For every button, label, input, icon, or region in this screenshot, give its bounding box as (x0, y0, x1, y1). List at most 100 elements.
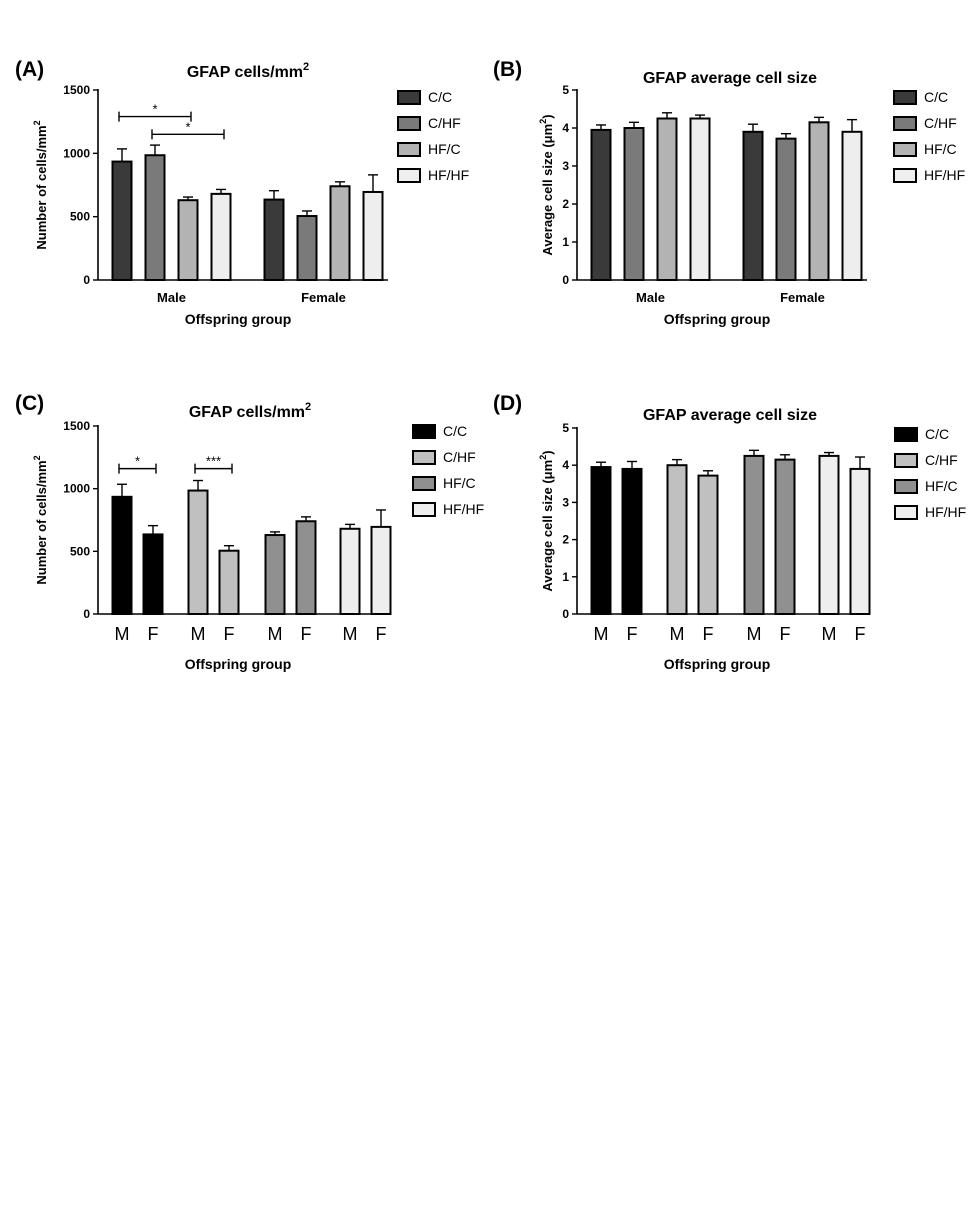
bar-c-c (742, 130, 764, 281)
y-axis-label: Average cell size (μm2) (538, 114, 555, 255)
y-tick-label: 2 (562, 197, 569, 211)
y-tick-label: 3 (562, 159, 569, 173)
y-axis-label-close: ) (540, 114, 555, 118)
bar-hf-hf (362, 190, 384, 281)
bar-c-hf (666, 464, 688, 616)
y-tick-label: 1000 (63, 146, 90, 160)
bar-hf-c (329, 185, 351, 281)
x-axis-label: Offspring group (664, 311, 771, 327)
y-axis-label: Number of cells/mm2 (32, 455, 49, 584)
x-tick-label: F (376, 624, 387, 644)
chart-title-text: GFAP average cell size (643, 407, 817, 424)
x-tick-label: M (115, 624, 130, 644)
legend-swatch (412, 476, 436, 491)
legend-label: HF/HF (925, 504, 966, 520)
legend-swatch (894, 427, 918, 442)
x-tick-label: F (148, 624, 159, 644)
x-tick-label: M (747, 624, 762, 644)
legend-label: C/HF (924, 115, 957, 131)
legend-label: HF/HF (428, 167, 469, 183)
y-axis-label-close: ) (540, 450, 555, 454)
legend-swatch (397, 90, 421, 105)
legend-swatch (894, 479, 918, 494)
bar-c-c (590, 128, 612, 281)
y-axis-label-sup: 2 (538, 119, 548, 124)
bar-c-c (590, 466, 612, 615)
bar-c-hf (697, 474, 719, 615)
bar-hf-hf (689, 117, 711, 281)
bar-hf-hf (339, 527, 361, 615)
bar-c-c (111, 495, 133, 615)
chart-title: GFAP average cell size (643, 407, 817, 424)
y-axis-label-text: Average cell size (μm (540, 460, 555, 592)
y-tick-label: 1000 (63, 482, 90, 496)
y-axis-label: Average cell size (μm2) (538, 450, 555, 591)
significance-label: * (135, 454, 140, 469)
legend-swatch (397, 142, 421, 157)
bar-hf-hf (849, 467, 871, 616)
legend-swatch (893, 142, 917, 157)
bar-hf-hf (841, 130, 863, 281)
chart-title-text: GFAP cells/mm (187, 64, 303, 81)
legend-label: HF/C (924, 141, 957, 157)
bar-hf-c (774, 458, 796, 615)
legend-label: C/C (428, 89, 452, 105)
x-tick-label: M (343, 624, 358, 644)
legend-label: HF/C (443, 475, 476, 491)
panel-letter: (D) (493, 392, 522, 415)
chart-title: GFAP cells/mm2 (187, 61, 309, 81)
y-tick-label: 1500 (63, 419, 90, 433)
y-tick-label: 4 (562, 458, 569, 472)
x-tick-label: M (268, 624, 283, 644)
bar-hf-c (808, 121, 830, 281)
legend-label: HF/C (925, 478, 958, 494)
chart-panel-4: (D) GFAP average cell size 0 1 2 3 4 5 Average c… (493, 392, 966, 672)
legend-label: C/C (924, 89, 948, 105)
legend-label: C/C (443, 423, 467, 439)
y-tick-label: 500 (70, 544, 90, 558)
y-axis-label-sup: 2 (32, 120, 42, 125)
bar-c-c (263, 198, 285, 281)
panel-letter: (B) (493, 58, 522, 81)
bar-c-hf (296, 215, 318, 282)
bar-hf-c (656, 117, 678, 281)
legend-label: HF/HF (443, 501, 484, 517)
legend-swatch (412, 502, 436, 517)
bar-c-c (111, 160, 133, 281)
x-axis-label: Offspring group (664, 656, 771, 672)
y-axis-label-sup: 2 (32, 455, 42, 460)
y-tick-label: 0 (83, 273, 90, 287)
y-tick-label: 1 (562, 570, 569, 584)
y-tick-label: 0 (562, 273, 569, 287)
y-tick-label: 5 (562, 83, 569, 97)
x-tick-label: M (670, 624, 685, 644)
legend-label: C/HF (428, 115, 461, 131)
y-axis-label-text: Average cell size (μm (540, 124, 555, 256)
x-tick-label: F (703, 624, 714, 644)
x-tick-label: F (780, 624, 791, 644)
y-tick-label: 1500 (63, 83, 90, 97)
x-tick-label: F (224, 624, 235, 644)
bar-c-hf (623, 127, 645, 281)
y-axis-label-sup: 2 (538, 455, 548, 460)
y-tick-label: 0 (562, 607, 569, 621)
legend-swatch (893, 116, 917, 131)
x-axis-label: Offspring group (185, 656, 292, 672)
x-tick-label: M (594, 624, 609, 644)
y-tick-label: 4 (562, 121, 569, 135)
bar-c-hf (218, 549, 240, 615)
y-tick-label: 2 (562, 533, 569, 547)
legend-label: C/HF (443, 449, 476, 465)
legend-label: C/HF (925, 452, 958, 468)
x-tick-label: F (301, 624, 312, 644)
panel-letter: (C) (15, 392, 44, 415)
legend-swatch (412, 450, 436, 465)
y-axis-label-text: Number of cells/mm (34, 125, 49, 249)
panel-letter: (A) (15, 58, 44, 81)
legend-swatch (412, 424, 436, 439)
legend-swatch (893, 168, 917, 183)
x-category-label: Female (301, 290, 346, 305)
y-tick-label: 3 (562, 495, 569, 509)
y-tick-label: 0 (83, 607, 90, 621)
